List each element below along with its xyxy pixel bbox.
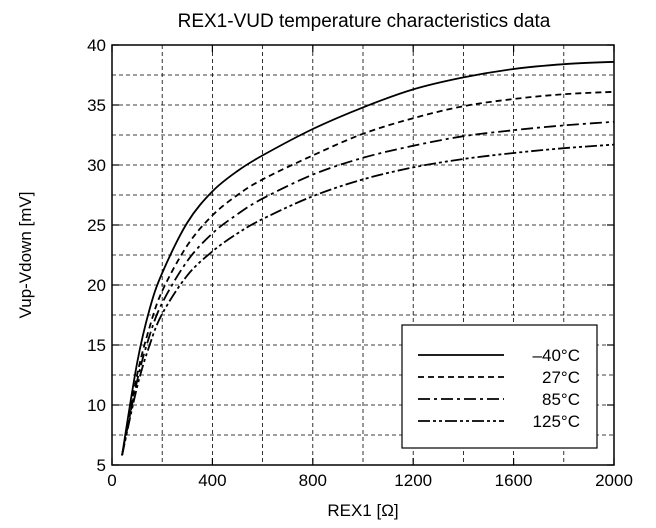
x-tick-label: 1600 [495,471,533,490]
series-line-1 [121,60,615,456]
y-tick-label: 5 [97,456,106,475]
y-tick-label: 40 [87,36,106,55]
series-line-2 [121,90,615,456]
plot-frame [111,44,615,466]
x-axis-label: REX1 [Ω] [327,501,398,520]
y-tick-label: 10 [87,396,106,415]
series-line-3 [121,120,615,456]
legend-box [401,324,598,449]
legend-label-1: –40°C [533,346,580,365]
y-tick-label: 30 [87,156,106,175]
x-tick-label: 0 [107,471,116,490]
legend-label-4: 125°C [533,412,580,431]
legend-label-3: 85°C [542,390,580,409]
y-tick-label: 20 [87,276,106,295]
grid [112,45,614,465]
x-tick-label: 400 [198,471,226,490]
legend-label-2: 27°C [542,368,580,387]
ticks: 0 400 800 1200 1600 2000 5 10 15 20 25 30 35 40 [87,36,633,490]
x-tick-label: 800 [299,471,327,490]
chart-title: REX1-VUD temperature characteristics dat… [178,11,551,32]
x-tick-label: 2000 [595,471,633,490]
x-tick-label: 1200 [394,471,432,490]
y-tick-label: 15 [87,336,106,355]
y-axis-label: Vup-Vdown [mV] [16,192,35,319]
series-group [121,60,615,456]
legend: –40°C 27°C 85°C 125°C [401,324,598,449]
y-tick-label: 25 [87,216,106,235]
y-tick-label: 35 [87,96,106,115]
